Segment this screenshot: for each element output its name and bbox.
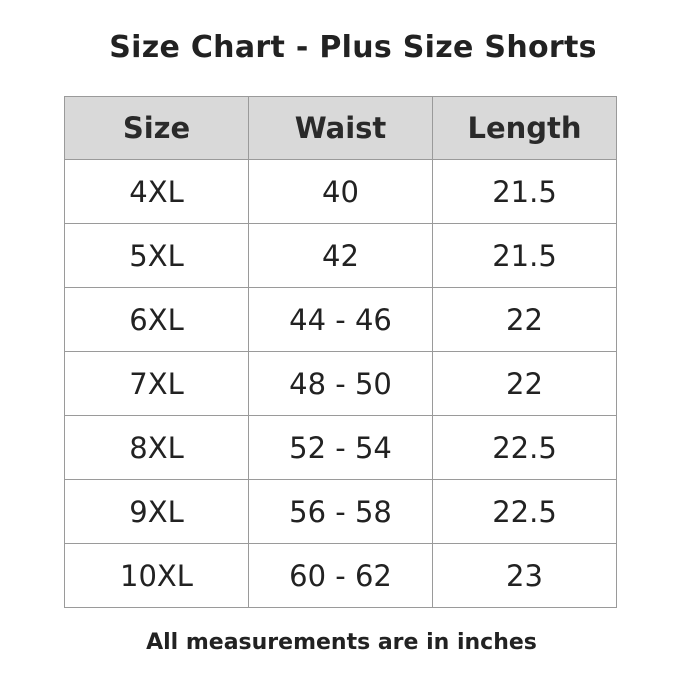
waist-cell: 48 - 50 — [248, 351, 433, 416]
chart-title: Size Chart - Plus Size Shorts — [109, 30, 597, 65]
table-row: 5XL 42 21.5 — [64, 223, 617, 288]
table-body: 4XL 40 21.5 5XL 42 21.5 6XL 44 - 46 22 7… — [64, 159, 617, 608]
table-row: 9XL 56 - 58 22.5 — [64, 479, 617, 544]
column-header-size: Size — [64, 96, 249, 160]
size-cell: 6XL — [64, 287, 249, 352]
length-cell: 21.5 — [432, 223, 617, 288]
column-header-length: Length — [432, 96, 617, 160]
size-cell: 10XL — [64, 543, 249, 608]
size-cell: 4XL — [64, 159, 249, 224]
waist-cell: 56 - 58 — [248, 479, 433, 544]
size-cell: 8XL — [64, 415, 249, 480]
header-row: Size Waist Length — [64, 96, 617, 160]
measurement-footnote: All measurements are in inches — [146, 630, 537, 655]
waist-cell: 52 - 54 — [248, 415, 433, 480]
length-cell: 22 — [432, 287, 617, 352]
length-cell: 22 — [432, 351, 617, 416]
length-cell: 21.5 — [432, 159, 617, 224]
waist-cell: 60 - 62 — [248, 543, 433, 608]
length-cell: 22.5 — [432, 479, 617, 544]
length-cell: 23 — [432, 543, 617, 608]
size-cell: 7XL — [64, 351, 249, 416]
size-cell: 9XL — [64, 479, 249, 544]
waist-cell: 40 — [248, 159, 433, 224]
waist-cell: 42 — [248, 223, 433, 288]
length-cell: 22.5 — [432, 415, 617, 480]
table-row: 7XL 48 - 50 22 — [64, 351, 617, 416]
column-header-waist: Waist — [248, 96, 433, 160]
table-row: 4XL 40 21.5 — [64, 159, 617, 224]
table-row: 6XL 44 - 46 22 — [64, 287, 617, 352]
table-row: 10XL 60 - 62 23 — [64, 543, 617, 608]
size-cell: 5XL — [64, 223, 249, 288]
table-header: Size Waist Length — [64, 96, 617, 160]
waist-cell: 44 - 46 — [248, 287, 433, 352]
size-chart-table: Size Waist Length 4XL 40 21.5 5XL 42 21.… — [64, 96, 617, 608]
table-row: 8XL 52 - 54 22.5 — [64, 415, 617, 480]
